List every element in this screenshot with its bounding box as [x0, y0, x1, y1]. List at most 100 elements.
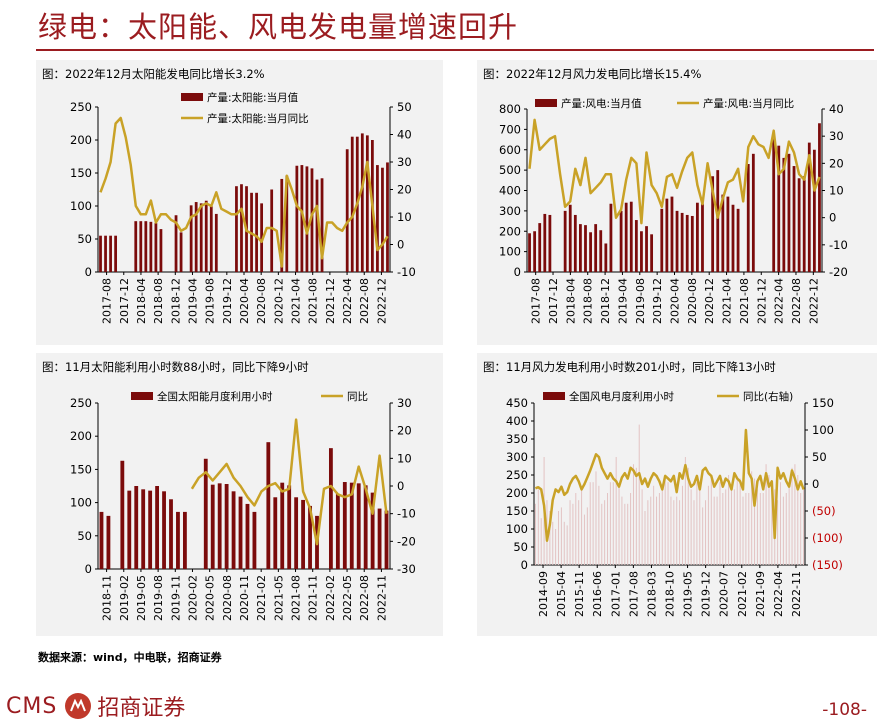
bar: [701, 203, 704, 272]
bar: [667, 482, 669, 565]
bar: [604, 500, 606, 565]
bar: [533, 231, 537, 272]
bar: [176, 511, 180, 569]
x-tick-label: 2022-08: [358, 278, 371, 324]
bar: [548, 214, 552, 272]
bar: [696, 482, 698, 565]
bar: [345, 149, 349, 272]
bar: [537, 489, 539, 565]
x-tick-label: 2018-03: [645, 571, 658, 617]
data-source-note: 数据来源：wind，中电联，招商证券: [38, 651, 222, 664]
y-right-tick-label: 0: [812, 477, 819, 491]
bar: [722, 493, 724, 565]
y-right-tick-label: 30: [397, 396, 412, 410]
y-left-tick-label: 200: [70, 429, 92, 443]
y-right-tick-label: 50: [397, 100, 412, 114]
bar: [162, 491, 166, 569]
bar: [203, 458, 208, 569]
bar: [627, 503, 629, 565]
x-tick-label: 2022-08: [790, 278, 803, 324]
bar: [702, 507, 704, 565]
bar: [114, 235, 118, 272]
bar: [194, 202, 198, 272]
bar: [148, 490, 153, 569]
bar: [807, 142, 811, 272]
bar: [624, 202, 628, 272]
x-tick-label: 2020-02: [186, 575, 199, 621]
y-left-tick-label: 0: [85, 562, 92, 576]
bar: [759, 493, 761, 565]
bar: [728, 475, 730, 565]
x-tick-label: 2019-04: [186, 278, 199, 324]
bar: [685, 214, 689, 272]
bar: [721, 194, 725, 272]
y-right-tick-label: 20: [397, 183, 412, 197]
bar: [238, 496, 243, 569]
bar: [159, 229, 163, 272]
bar: [575, 493, 577, 565]
y-left-tick-label: 50: [513, 540, 528, 554]
bar: [624, 503, 626, 565]
bar: [578, 500, 580, 565]
x-tick-label: 2017-08: [627, 571, 640, 617]
legend-bar-label: 产量:太阳能:当月值: [207, 91, 299, 104]
y-right-tick-label: -30: [397, 562, 416, 576]
chart-caption: 图：11月太阳能利用小时数88小时，同比下降9小时: [42, 360, 309, 374]
brand-logo: CMS 招商证券: [6, 690, 185, 722]
series-line-yoy: [528, 118, 821, 225]
x-tick-label: 2022-11: [790, 571, 803, 617]
bar: [771, 493, 773, 565]
bar: [635, 467, 637, 565]
bar: [742, 496, 744, 565]
y-right-tick-label: -10: [397, 507, 416, 521]
x-tick-label: 2021-08: [738, 278, 751, 324]
x-tick-label: 2018-08: [582, 278, 595, 324]
y-right-tick-label: -10: [397, 265, 416, 279]
bar: [598, 485, 600, 565]
bar: [675, 210, 679, 272]
y-right-tick-label: 30: [829, 129, 844, 143]
y-right-tick-label: 10: [397, 210, 412, 224]
x-tick-label: 2021-02: [736, 571, 749, 617]
bar: [638, 424, 640, 565]
x-tick-label: 2019-08: [204, 278, 217, 324]
bar: [149, 221, 153, 272]
bar: [609, 203, 613, 272]
y-left-tick-label: 100: [70, 199, 92, 213]
bar: [543, 213, 547, 272]
chart-caption: 图：2022年12月风力发电同比增长15.4%: [483, 67, 702, 81]
bar: [563, 521, 565, 565]
bar: [641, 489, 643, 565]
y-left-tick-label: 600: [499, 143, 521, 157]
bar: [693, 500, 695, 565]
bar: [592, 482, 594, 565]
y-left-tick-label: 200: [506, 486, 528, 500]
bar: [601, 503, 603, 565]
bar: [155, 486, 160, 569]
bar: [214, 213, 218, 272]
logo-mark-icon: [65, 693, 92, 719]
y-left-tick-label: 700: [499, 122, 521, 136]
bar: [676, 496, 678, 565]
legend-line-label: 产量:风电:当月同比: [703, 97, 794, 110]
page-number: -108-: [822, 700, 867, 720]
y-left-tick-label: 350: [506, 432, 528, 446]
bar: [563, 210, 567, 272]
y-left-tick-label: 100: [506, 522, 528, 536]
bar: [768, 475, 770, 565]
bar: [619, 210, 623, 272]
bar: [534, 503, 536, 565]
bar: [377, 508, 382, 569]
x-tick-label: 2021-11: [307, 575, 320, 621]
bar: [684, 457, 686, 565]
x-tick-label: 2016-06: [591, 571, 604, 617]
bar: [538, 223, 542, 272]
x-tick-label: 2022-08: [358, 575, 371, 621]
y-right-tick-label: (50): [812, 504, 836, 518]
bar: [797, 178, 801, 272]
bar: [725, 489, 727, 565]
y-right-tick-label: 10: [397, 451, 412, 465]
bar: [320, 178, 324, 272]
bar: [731, 204, 735, 272]
x-tick-label: 2017-08: [101, 278, 114, 324]
